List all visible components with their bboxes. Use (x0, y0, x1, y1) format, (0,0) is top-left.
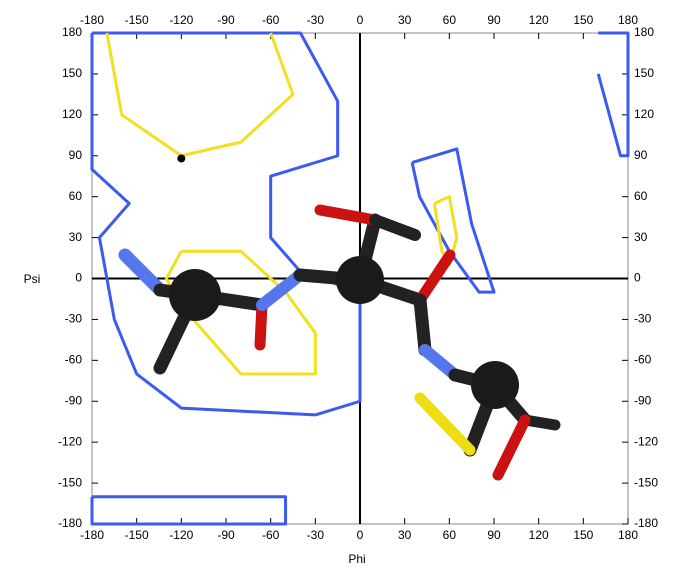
y-tick-label: 120 (634, 107, 654, 121)
y-tick-label: 180 (634, 25, 654, 39)
y-axis-label: Psi (24, 272, 41, 286)
data-point (177, 154, 185, 162)
x-tick-label: 60 (443, 528, 457, 542)
y-tick-label: -30 (634, 312, 652, 326)
x-axis-label: Phi (348, 552, 365, 566)
x-tick-label: 180 (618, 528, 638, 542)
x-tick-label: -180 (80, 528, 104, 542)
y-tick-label: -30 (65, 312, 83, 326)
y-tick-label: 90 (69, 148, 83, 162)
x-tick-label: -60 (262, 13, 280, 27)
x-tick-label: 120 (529, 13, 549, 27)
x-tick-label: 30 (398, 13, 412, 27)
x-tick-label: 30 (398, 528, 412, 542)
chart: Phi Psi -180-180-150-150-120-120-90-90-6… (0, 0, 688, 568)
y-tick-label: 60 (634, 189, 648, 203)
x-tick-label: -30 (307, 528, 325, 542)
y-tick-label: 120 (62, 107, 82, 121)
x-tick-label: 90 (487, 13, 501, 27)
x-tick-label: 0 (357, 13, 364, 27)
contour-line (107, 33, 293, 156)
x-tick-label: -180 (80, 13, 104, 27)
x-tick-label: 150 (573, 528, 593, 542)
x-tick-label: 120 (529, 528, 549, 542)
y-tick-label: 30 (69, 230, 83, 244)
x-tick-label: -90 (217, 13, 235, 27)
y-tick-label: -180 (58, 516, 82, 530)
contour-line (598, 33, 628, 156)
y-tick-label: 150 (634, 66, 654, 80)
y-tick-label: -120 (58, 434, 82, 448)
y-tick-label: -120 (634, 434, 658, 448)
y-tick-label: -60 (634, 353, 652, 367)
y-tick-label: 180 (62, 25, 82, 39)
x-tick-label: -30 (307, 13, 325, 27)
y-tick-label: 0 (634, 271, 641, 285)
y-tick-label: -180 (634, 516, 658, 530)
x-tick-label: -150 (125, 528, 149, 542)
x-tick-label: -120 (169, 528, 193, 542)
x-tick-label: -150 (125, 13, 149, 27)
x-tick-label: -60 (262, 528, 280, 542)
y-tick-label: 90 (634, 148, 648, 162)
y-tick-label: 30 (634, 230, 648, 244)
x-tick-label: 0 (357, 528, 364, 542)
x-tick-label: 150 (573, 13, 593, 27)
contour-line (92, 497, 286, 524)
y-tick-label: 150 (62, 66, 82, 80)
y-tick-label: -90 (634, 393, 652, 407)
y-tick-label: -150 (634, 475, 658, 489)
x-tick-label: -120 (169, 13, 193, 27)
y-tick-label: 60 (69, 189, 83, 203)
y-tick-label: -90 (65, 393, 83, 407)
x-tick-label: 90 (487, 528, 501, 542)
y-tick-label: -150 (58, 475, 82, 489)
x-tick-label: 60 (443, 13, 457, 27)
x-tick-label: -90 (217, 528, 235, 542)
y-tick-label: -60 (65, 353, 83, 367)
y-tick-label: 0 (75, 271, 82, 285)
